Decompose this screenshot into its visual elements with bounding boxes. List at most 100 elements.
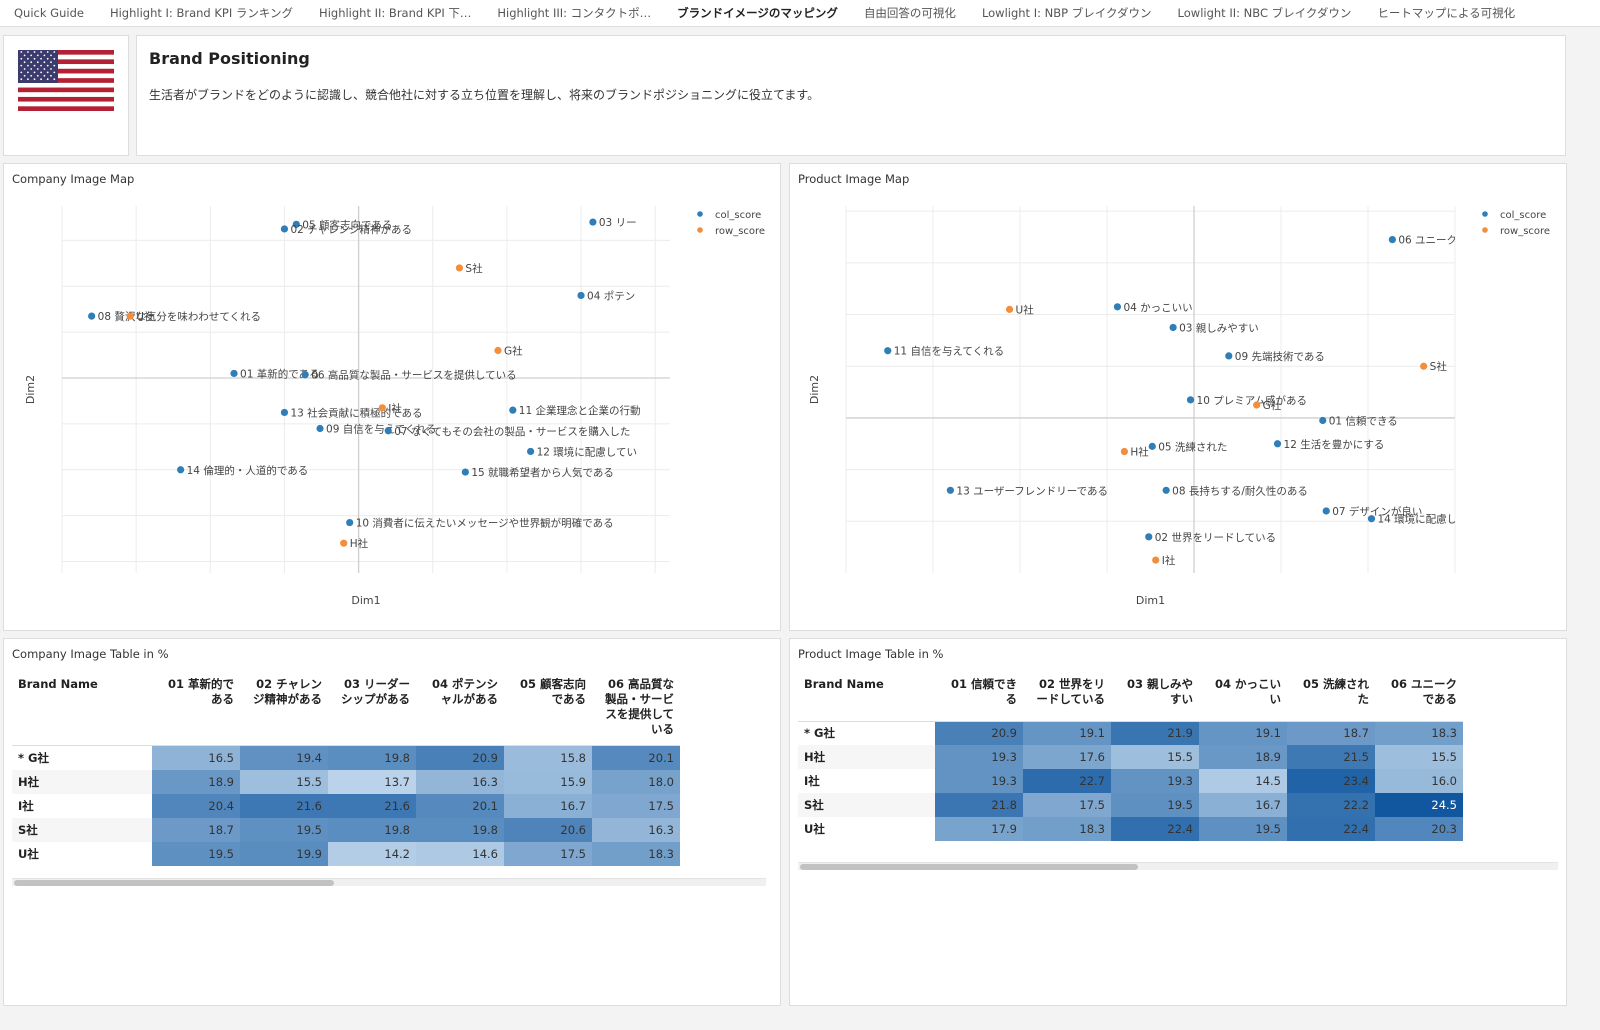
tab-0[interactable]: Quick Guide [14, 6, 84, 20]
column-header-4[interactable]: 05 洗練された [1287, 667, 1375, 722]
company_map-legend-label-1[interactable]: row_score [715, 226, 765, 237]
product_map-point-col_score-12[interactable] [1367, 515, 1376, 523]
column-header-3[interactable]: 04 ポテンシャルがある [416, 667, 504, 746]
tab-5[interactable]: 自由回答の可視化 [863, 6, 956, 20]
brand-name-header[interactable]: Brand Name [798, 667, 935, 722]
company_map-point-row_score-2[interactable] [494, 346, 502, 355]
company_map-point-col_score-3[interactable] [577, 291, 585, 300]
value-cell: 18.3 [592, 841, 680, 866]
product_map-point-row_score-2[interactable] [1253, 401, 1261, 409]
product_map-point-row_score-1[interactable] [1420, 362, 1428, 370]
product_map-point-row_score-0[interactable] [1005, 305, 1014, 313]
company_map-point-row_score-0[interactable] [455, 264, 464, 272]
company_map-point-col_score-1[interactable] [280, 225, 289, 233]
tab-1[interactable]: Highlight I: Brand KPI ランキング [109, 6, 294, 20]
company_map-point-row_score-1[interactable] [126, 312, 134, 320]
company_map-point-col_score-2[interactable] [589, 218, 597, 226]
product_map-legend-label-0[interactable]: col_score [1500, 210, 1546, 221]
product_map-point-row_score-4[interactable] [1152, 556, 1160, 564]
company_map-point-col_score-12[interactable] [177, 466, 185, 474]
column-header-1[interactable]: 02 世界をリードしている [1023, 667, 1111, 722]
company-image-table-card: Company Image Table in % Brand Name 01 革新… [3, 638, 781, 1006]
company_map-point-col_score-4[interactable] [88, 312, 96, 320]
company_map-point-col_score-11[interactable] [527, 447, 535, 456]
table-row: H社 18.9 15.5 13.7 16.3 15.9 18.0 [12, 769, 680, 794]
tab-8[interactable]: ヒートマップによる可視化 [1377, 6, 1516, 20]
company_map-legend-marker-1[interactable] [697, 227, 703, 233]
product-table-scrollbar[interactable] [798, 862, 1558, 870]
company_map-x-axis-label: Dim1 [351, 594, 380, 607]
company-table-scroll-thumb[interactable] [14, 880, 334, 886]
product-image-table-card: Product Image Table in % Brand Name 01 信頼… [789, 638, 1567, 1006]
company_map-legend-label-0[interactable]: col_score [715, 210, 761, 221]
company_map-point-col_score-6[interactable] [301, 370, 309, 379]
column-header-4[interactable]: 05 顧客志向である [504, 667, 592, 746]
company_map-point-col_score-13[interactable] [461, 468, 469, 476]
product_map-point-row_score-3[interactable] [1120, 447, 1128, 456]
product-table-scroll-thumb[interactable] [800, 864, 1138, 870]
column-header-2[interactable]: 03 リーダーシップがある [328, 667, 416, 746]
company_map-point-label: 14 倫理的・人道的である [187, 464, 309, 477]
table-row: * G社 20.9 19.1 21.9 19.1 18.7 18.3 [798, 721, 1463, 745]
value-cell: 20.3 [1375, 817, 1463, 841]
value-cell: 21.9 [1111, 721, 1199, 745]
product_map-point-col_score-9[interactable] [946, 486, 954, 494]
product_map-point-label: 09 先端技術である [1235, 350, 1325, 363]
column-header-0[interactable]: 01 信頼できる [935, 667, 1023, 722]
product_map-point-col_score-5[interactable] [1186, 396, 1195, 404]
product_map-legend-marker-1[interactable] [1482, 227, 1488, 233]
product_map-point-col_score-0[interactable] [1388, 235, 1396, 244]
product_map-point-col_score-11[interactable] [1322, 507, 1330, 515]
product_map-point-col_score-8[interactable] [1273, 440, 1282, 448]
product_map-legend-label-1[interactable]: row_score [1500, 226, 1550, 237]
company_map-point-col_score-5[interactable] [230, 369, 238, 378]
company_map-point-col_score-10[interactable] [384, 427, 392, 435]
company_map-point-row_score-4[interactable] [340, 539, 348, 547]
product_map-point-col_score-13[interactable] [1145, 533, 1153, 541]
value-cell: 19.3 [935, 769, 1023, 793]
table-row: U社 17.9 18.3 22.4 19.5 22.4 20.3 [798, 817, 1463, 841]
product_map-point-col_score-10[interactable] [1162, 486, 1170, 494]
company_map-point-col_score-8[interactable] [509, 406, 517, 414]
company_map-point-col_score-7[interactable] [280, 408, 289, 417]
column-header-3[interactable]: 04 かっこいい [1199, 667, 1287, 722]
company_map-point-col_score-9[interactable] [316, 424, 324, 433]
tab-4[interactable]: ブランドイメージのマッピング [677, 6, 838, 20]
value-cell: 20.9 [416, 745, 504, 770]
value-cell: 19.8 [328, 817, 416, 842]
product_map-point-label: G社 [1263, 399, 1282, 412]
product_map-point-col_score-7[interactable] [1148, 442, 1156, 450]
company-image-table: Brand Name 01 革新的である 02 チャレンジ精神がある 03 リーダーシ… [12, 667, 680, 866]
product_map-point-col_score-2[interactable] [1169, 323, 1177, 332]
tab-2[interactable]: Highlight II: Brand KPI 下… [319, 6, 472, 20]
product_map-legend-marker-0[interactable] [1482, 211, 1488, 217]
company_map-point-label: 13 社会貢献に積極的である [290, 406, 422, 419]
tab-7[interactable]: Lowlight II: NBC ブレイクダウン [1177, 6, 1352, 20]
column-header-0[interactable]: 01 革新的である [152, 667, 240, 746]
table-row: S社 21.8 17.5 19.5 16.7 22.2 24.5 [798, 793, 1463, 817]
product_map-point-col_score-4[interactable] [1225, 352, 1233, 360]
column-header-1[interactable]: 02 チャレンジ精神がある [240, 667, 328, 746]
company_map-point-row_score-3[interactable] [378, 404, 386, 412]
value-cell: 17.5 [592, 793, 680, 818]
column-header-5[interactable]: 06 ユニークである [1375, 667, 1463, 722]
product_map-point-col_score-3[interactable] [884, 347, 892, 355]
product-map-title: Product Image Map [798, 172, 910, 186]
value-cell: 15.8 [504, 745, 592, 770]
company_map-legend-marker-0[interactable] [697, 211, 703, 217]
product_map-point-col_score-1[interactable] [1113, 303, 1122, 311]
column-header-5[interactable]: 06 高品質な製品・サービスを提供している [592, 667, 680, 746]
tab-3[interactable]: Highlight III: コンタクトポ… [497, 6, 652, 20]
company_map-point-col_score-14[interactable] [346, 518, 354, 527]
product_map-point-label: S社 [1430, 360, 1448, 373]
product_map-point-label: 05 洗練された [1158, 440, 1227, 453]
tab-bar: Quick Guide Highlight I: Brand KPI ランキング H… [0, 0, 1600, 27]
tab-6[interactable]: Lowlight I: NBP ブレイクダウン [981, 6, 1152, 20]
company_map-point-col_score-0[interactable] [292, 220, 300, 228]
brand-name-header[interactable]: Brand Name [12, 667, 152, 746]
product_map-point-col_score-6[interactable] [1319, 416, 1327, 425]
company-image-map-card: Company Image Map 05 顧客志向である 02 チャレンジ精神があ… [3, 163, 781, 631]
column-header-2[interactable]: 03 親しみやすい [1111, 667, 1199, 722]
company-table-scrollbar[interactable] [12, 878, 766, 886]
value-cell: 19.1 [1199, 721, 1287, 745]
